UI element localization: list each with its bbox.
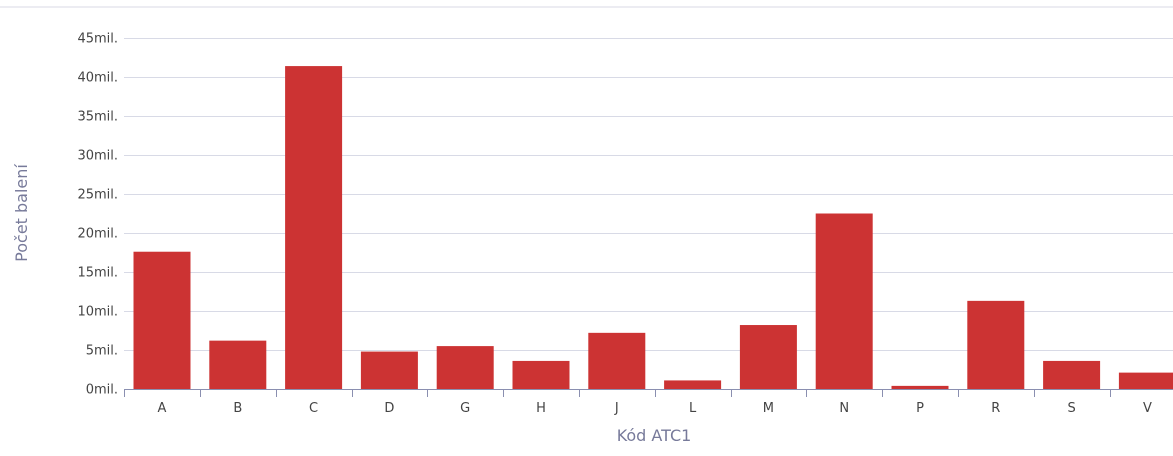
bar[interactable] [513,361,570,389]
x-tick-label: C [309,401,318,416]
bar[interactable] [967,301,1024,389]
x-tick-label: M [763,401,774,416]
y-tick-label: 40mil. [77,71,118,86]
y-tick-label: 30mil. [77,149,118,164]
x-tick-label: S [1067,401,1075,416]
bar[interactable] [285,66,342,389]
x-tick-label: G [460,401,470,416]
x-axis-title: Kód ATC1 [617,426,692,445]
bar[interactable] [664,380,721,389]
y-tick-label: 25mil. [77,188,118,203]
y-tick-label: 15mil. [77,266,118,281]
x-tick-label: R [991,401,1000,416]
x-tick-label: A [158,401,167,416]
x-tick-label: D [384,401,394,416]
bar[interactable] [816,214,873,390]
bar[interactable] [892,386,949,389]
bar[interactable] [209,341,266,389]
x-tick-label: J [614,401,619,416]
y-tick-label: 5mil. [86,344,118,359]
y-tick-label: 45mil. [77,32,118,47]
x-tick-label: L [689,401,697,416]
y-tick-label: 0mil. [86,383,118,398]
y-tick-label: 20mil. [77,227,118,242]
bars [134,66,1173,389]
bar[interactable] [437,346,494,389]
bar[interactable] [1119,373,1173,389]
x-tick-label: P [916,401,924,416]
x-tick-label: B [233,401,242,416]
y-tick-label: 35mil. [77,110,118,125]
bar[interactable] [134,252,191,389]
bar[interactable] [361,352,418,389]
x-tick-label: N [839,401,849,416]
x-tick-label: H [536,401,546,416]
y-tick-label: 10mil. [77,305,118,320]
y-axis-ticks: 0mil. 5mil. 10mil. 15mil. 20mil. 25mil. 30mil.… [77,32,118,398]
bar[interactable] [740,325,797,389]
bar[interactable] [588,333,645,389]
bar[interactable] [1043,361,1100,389]
y-axis-title: Počet balení [12,164,31,262]
x-tick-label: V [1143,401,1152,416]
